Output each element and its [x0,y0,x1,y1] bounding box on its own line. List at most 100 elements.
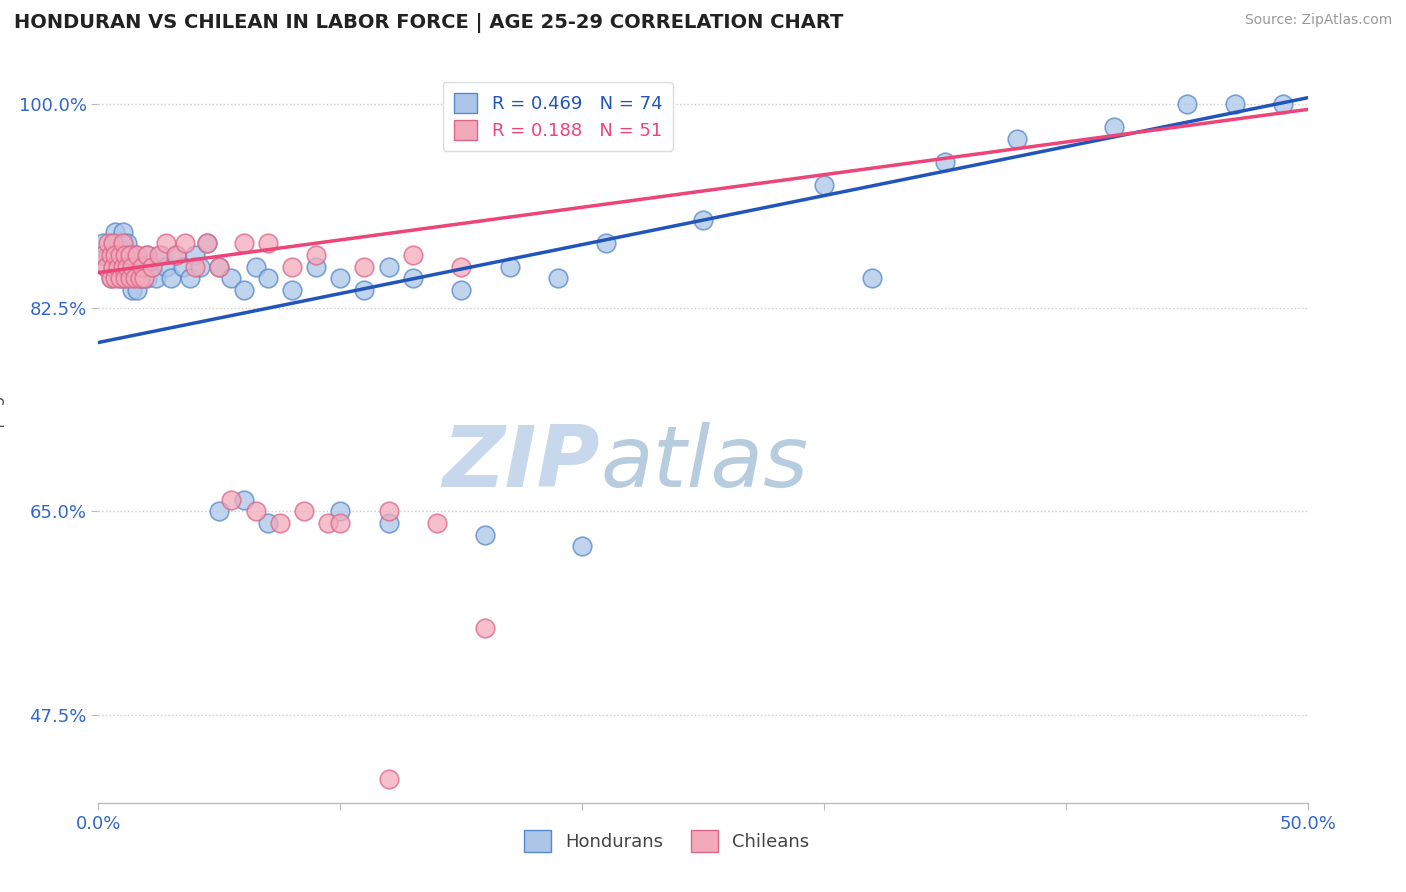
Point [114,248,136,262]
Point [329,271,352,285]
Point [111,260,134,274]
Point [155,260,177,274]
Point [121,283,143,297]
Point [208,260,231,274]
Text: atlas: atlas [600,422,808,505]
Point [118,248,141,262]
Point [329,516,352,530]
Point [114,271,136,285]
Point [1102,120,1125,134]
Point [160,271,183,285]
Point [117,260,139,274]
Point [813,178,835,193]
Point [101,260,124,274]
Point [127,248,149,262]
Point [101,236,124,251]
Point [353,260,375,274]
Point [117,236,139,251]
Point [595,236,617,251]
Point [281,283,304,297]
Point [111,236,134,251]
Point [165,248,187,262]
Text: Source: ZipAtlas.com: Source: ZipAtlas.com [1244,13,1392,28]
Point [134,271,156,285]
Point [377,516,399,530]
Point [377,504,399,518]
Point [118,271,141,285]
Point [108,248,131,262]
Point [208,504,231,518]
Point [148,248,170,262]
Point [111,260,134,274]
Point [402,248,425,262]
Point [353,283,375,297]
Point [108,271,131,285]
Point [377,772,399,787]
Point [426,516,449,530]
Point [150,248,173,262]
Point [135,271,157,285]
Point [692,213,714,227]
Point [94,260,117,274]
Point [104,271,127,285]
Point [934,154,956,169]
Point [134,271,156,285]
Point [100,248,122,262]
Point [450,283,472,297]
Point [107,260,129,274]
Point [101,236,124,251]
Point [305,248,328,262]
Point [121,260,143,274]
Point [107,260,129,274]
Point [94,260,117,274]
Point [221,271,243,285]
Point [97,248,120,262]
Text: ZIP: ZIP [443,422,600,505]
Point [316,516,339,530]
Point [124,271,146,285]
Point [292,504,315,518]
Point [245,504,267,518]
Point [97,236,120,251]
Point [1272,96,1295,111]
Point [128,271,150,285]
Point [256,516,278,530]
Point [114,248,136,262]
Point [104,248,127,262]
Point [104,225,127,239]
Point [305,260,328,274]
Point [135,248,157,262]
Point [108,271,131,285]
Point [195,236,218,251]
Point [377,260,399,274]
Point [184,260,207,274]
Point [208,260,231,274]
Point [269,516,291,530]
Point [474,621,496,635]
Point [281,260,304,274]
Point [256,271,278,285]
Point [100,271,122,285]
Point [141,260,163,274]
Point [107,236,129,251]
Point [124,248,146,262]
Point [195,236,218,251]
Point [402,271,425,285]
Point [135,248,157,262]
Point [498,260,520,274]
Point [127,260,149,274]
Point [111,225,134,239]
Point [1175,96,1198,111]
Point [145,271,167,285]
Point [547,271,569,285]
Point [232,236,254,251]
Point [118,271,141,285]
Point [128,271,150,285]
Point [101,260,124,274]
Point [188,260,211,274]
Point [114,271,136,285]
Point [245,260,267,274]
Point [860,271,883,285]
Y-axis label: In Labor Force | Age 25-29: In Labor Force | Age 25-29 [0,332,4,551]
Point [329,504,352,518]
